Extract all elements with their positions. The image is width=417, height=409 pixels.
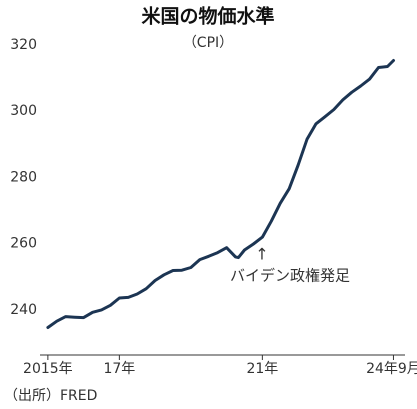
x-tick-label: 21年 — [246, 361, 278, 377]
x-tick-label: 17年 — [103, 361, 135, 377]
annotation-arrow: ↑ — [255, 245, 268, 264]
x-tick-label: 24年9月 — [366, 361, 417, 377]
y-tick-label: 240 — [10, 302, 37, 318]
y-tick-label: 320 — [10, 37, 37, 53]
chart-subtitle: （CPI） — [183, 35, 233, 51]
y-tick-label: 280 — [10, 169, 37, 185]
annotation: バイデン政権発足 — [230, 267, 350, 285]
chart-title: 米国の物価水準 — [141, 5, 274, 28]
y-tick-label: 300 — [10, 103, 37, 119]
source: （出所）FRED — [4, 388, 97, 404]
line — [46, 59, 395, 329]
x-tick-label: 2015年 — [23, 361, 73, 377]
y-tick-label: 260 — [10, 236, 37, 252]
